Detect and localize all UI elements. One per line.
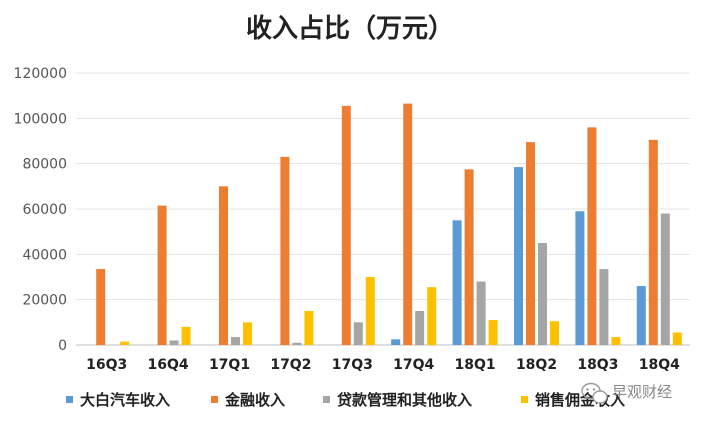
x-tick-label: 16Q4 bbox=[148, 357, 189, 373]
bar bbox=[476, 281, 486, 345]
legend-swatch bbox=[521, 396, 528, 403]
watermark-text: 早观财经 bbox=[612, 383, 672, 401]
x-tick-label: 18Q1 bbox=[455, 357, 496, 373]
bar bbox=[219, 186, 228, 345]
wechat-icon bbox=[581, 382, 608, 404]
bar bbox=[157, 205, 167, 345]
bar bbox=[181, 326, 191, 345]
y-tick-label: 20000 bbox=[22, 293, 67, 309]
bar bbox=[636, 286, 646, 345]
bar bbox=[96, 269, 106, 345]
bar bbox=[280, 156, 290, 345]
bar bbox=[599, 269, 609, 345]
bar bbox=[415, 311, 425, 345]
bar bbox=[526, 142, 535, 345]
bar bbox=[403, 103, 413, 345]
bar bbox=[672, 332, 682, 345]
bar bbox=[427, 287, 437, 345]
bar bbox=[292, 342, 302, 345]
x-tick-label: 17Q2 bbox=[270, 357, 311, 373]
bar bbox=[648, 139, 658, 345]
y-axis-ticks: 0 20000 40000 60000 80000 100000 120000 bbox=[14, 66, 67, 354]
bar bbox=[391, 339, 401, 345]
legend-label: 贷款管理和其他收入 bbox=[337, 391, 472, 409]
bar bbox=[660, 213, 670, 345]
y-tick-label: 60000 bbox=[22, 202, 67, 218]
bar bbox=[365, 277, 375, 345]
bar bbox=[575, 211, 585, 345]
y-tick-label: 40000 bbox=[22, 247, 67, 263]
bar bbox=[587, 127, 597, 346]
legend-swatch bbox=[323, 396, 330, 403]
bar bbox=[550, 321, 559, 345]
grid-lines bbox=[76, 72, 690, 346]
bars bbox=[96, 103, 682, 346]
bar bbox=[611, 337, 621, 345]
x-tick-label: 16Q3 bbox=[86, 357, 127, 373]
bar bbox=[452, 220, 462, 345]
bar bbox=[341, 105, 351, 345]
x-tick-label: 18Q3 bbox=[577, 357, 618, 373]
legend: 大白汽车收入 金融收入 贷款管理和其他收入 销售佣金收入 bbox=[66, 391, 625, 409]
x-tick-label: 17Q1 bbox=[209, 357, 250, 373]
x-tick-label: 18Q2 bbox=[516, 357, 557, 373]
chart-title: 收入占比（万元） bbox=[246, 14, 454, 44]
bar bbox=[231, 337, 240, 345]
legend-label: 大白汽车收入 bbox=[80, 391, 170, 409]
y-tick-label: 100000 bbox=[14, 111, 67, 127]
y-tick-label: 80000 bbox=[22, 157, 67, 173]
x-axis-ticks: 16Q3 16Q4 17Q1 17Q2 17Q3 17Q4 18Q1 18Q2 18Q3 18Q4 bbox=[86, 357, 680, 373]
x-tick-label: 17Q4 bbox=[393, 357, 434, 373]
bar bbox=[120, 341, 130, 345]
x-tick-label: 17Q3 bbox=[332, 357, 373, 373]
bar bbox=[538, 243, 547, 345]
bar bbox=[514, 167, 523, 345]
legend-swatch bbox=[66, 396, 73, 403]
bar bbox=[243, 322, 252, 345]
x-tick-label: 18Q4 bbox=[639, 357, 680, 373]
legend-swatch bbox=[211, 396, 218, 403]
y-tick-label: 120000 bbox=[14, 66, 67, 82]
legend-label: 金融收入 bbox=[224, 391, 285, 409]
bar bbox=[488, 320, 498, 345]
bar bbox=[464, 169, 474, 345]
y-tick-label: 0 bbox=[58, 338, 67, 354]
bar bbox=[353, 322, 363, 345]
bar bbox=[304, 311, 314, 345]
watermark: 早观财经 bbox=[581, 382, 672, 404]
bar bbox=[169, 340, 179, 345]
